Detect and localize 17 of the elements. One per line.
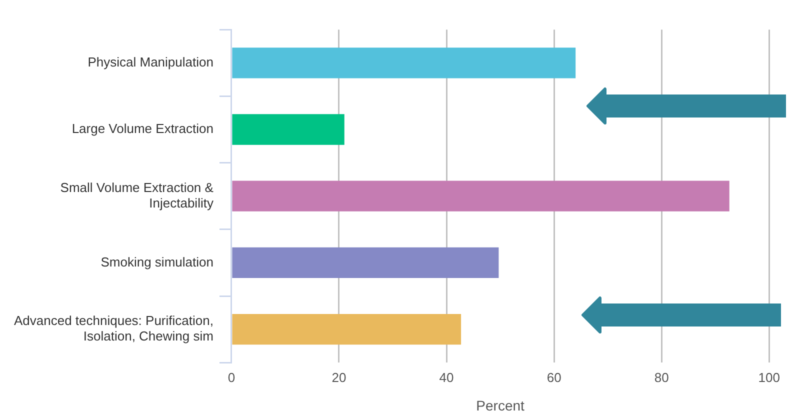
- bar: [232, 247, 499, 278]
- x-tick-label: 0: [228, 370, 236, 385]
- y-tick-label: Small Volume Extraction & Injectability: [60, 180, 214, 210]
- bar: [232, 314, 462, 345]
- y-tick-label: Large Volume Extraction: [72, 121, 214, 136]
- x-tick-label: 80: [654, 370, 669, 385]
- y-tick-label: Smoking simulation: [100, 254, 214, 270]
- x-tick-label: 100: [758, 370, 780, 385]
- x-tick-label: 40: [439, 370, 454, 385]
- y-tick-label: Physical Manipulation: [88, 54, 214, 70]
- bar: [232, 48, 576, 78]
- x-tick-label: 20: [332, 370, 346, 385]
- x-tick-label: 60: [546, 370, 562, 385]
- y-tick-label: Advanced techniques: Purification, Isolation, Chewing sim: [14, 313, 214, 344]
- x-axis-title: Percent: [476, 397, 525, 414]
- bar: [232, 114, 344, 145]
- bar: [232, 180, 730, 212]
